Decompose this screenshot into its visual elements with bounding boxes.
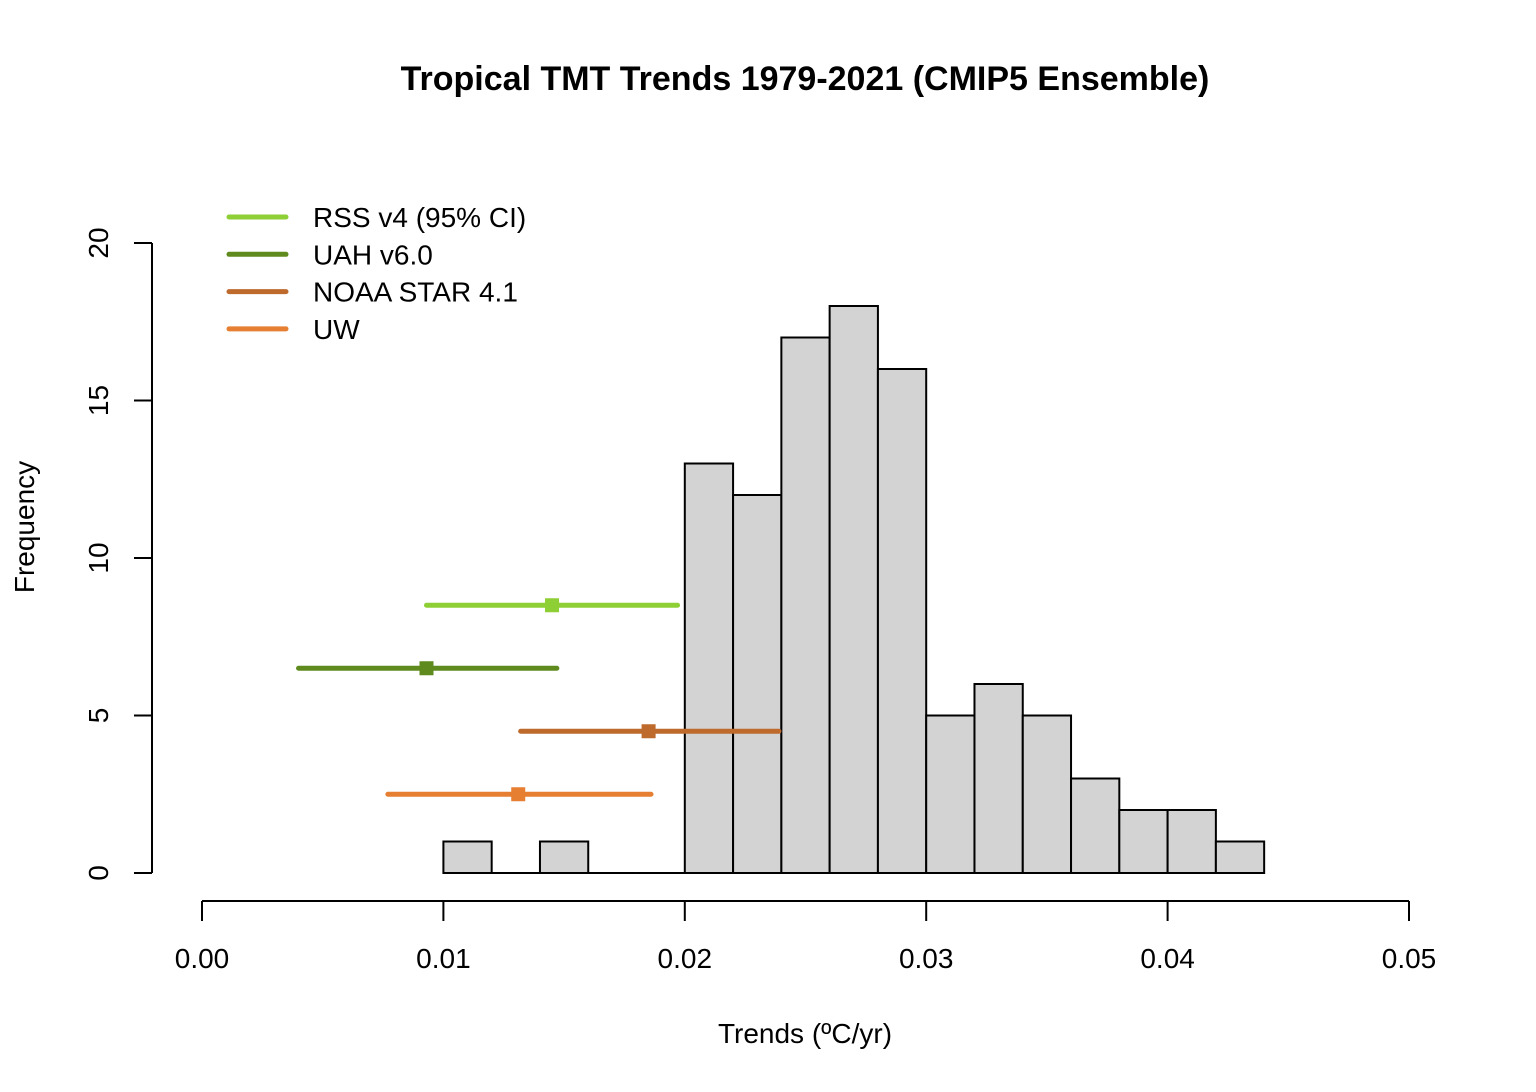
- histogram-bar: [1021, 714, 1073, 874]
- y-tick-label: 15: [83, 385, 114, 416]
- legend-label: UW: [313, 314, 360, 345]
- y-tick-label: 20: [83, 227, 114, 258]
- y-tick-label: 5: [83, 708, 114, 724]
- legend-label: UAH v6.0: [313, 239, 433, 270]
- y-axis: 0 5 10 15 20: [83, 227, 153, 881]
- histogram-bar: [1214, 840, 1266, 874]
- x-tick-label: 0.05: [1382, 943, 1437, 974]
- error-bars: [296, 598, 782, 802]
- x-tick-label: 0.03: [899, 943, 954, 974]
- legend-label: NOAA STAR 4.1: [313, 277, 518, 308]
- histogram-bar: [732, 494, 783, 874]
- x-axis-title: Trends (ºC/yr): [718, 1018, 892, 1049]
- bars: [442, 305, 1266, 874]
- y-tick-label: 0: [83, 865, 114, 881]
- histogram-bar: [1118, 809, 1169, 874]
- y-tick-label: 10: [83, 542, 114, 573]
- x-tick-label: 0.00: [175, 943, 230, 974]
- estimate-point: [511, 787, 526, 802]
- histogram-bar: [683, 462, 735, 874]
- histogram-bar: [1070, 777, 1121, 874]
- histogram-bar: [925, 714, 976, 874]
- histogram-bar: [780, 336, 831, 874]
- histogram-bar: [538, 840, 590, 874]
- histogram-bar: [828, 305, 879, 874]
- x-tick-label: 0.04: [1140, 943, 1195, 974]
- histogram-bar: [1166, 809, 1217, 874]
- estimate-point: [545, 598, 560, 613]
- legend: RSS v4 (95% CI) UAH v6.0 NOAA STAR 4.1 UW: [226, 202, 526, 345]
- x-tick-label: 0.02: [658, 943, 713, 974]
- histogram-bar: [973, 683, 1024, 874]
- x-tick-label: 0.01: [416, 943, 471, 974]
- histogram-bar: [876, 368, 928, 874]
- estimate-point: [419, 661, 434, 676]
- estimate-point: [641, 724, 656, 739]
- histogram-bar: [442, 840, 493, 874]
- x-axis: 0.00 0.01 0.02 0.03 0.04 0.05: [175, 900, 1437, 974]
- chart-title: Tropical TMT Trends 1979-2021 (CMIP5 Ens…: [401, 60, 1210, 98]
- legend-label: RSS v4 (95% CI): [313, 202, 526, 233]
- y-axis-title: Frequency: [9, 461, 40, 593]
